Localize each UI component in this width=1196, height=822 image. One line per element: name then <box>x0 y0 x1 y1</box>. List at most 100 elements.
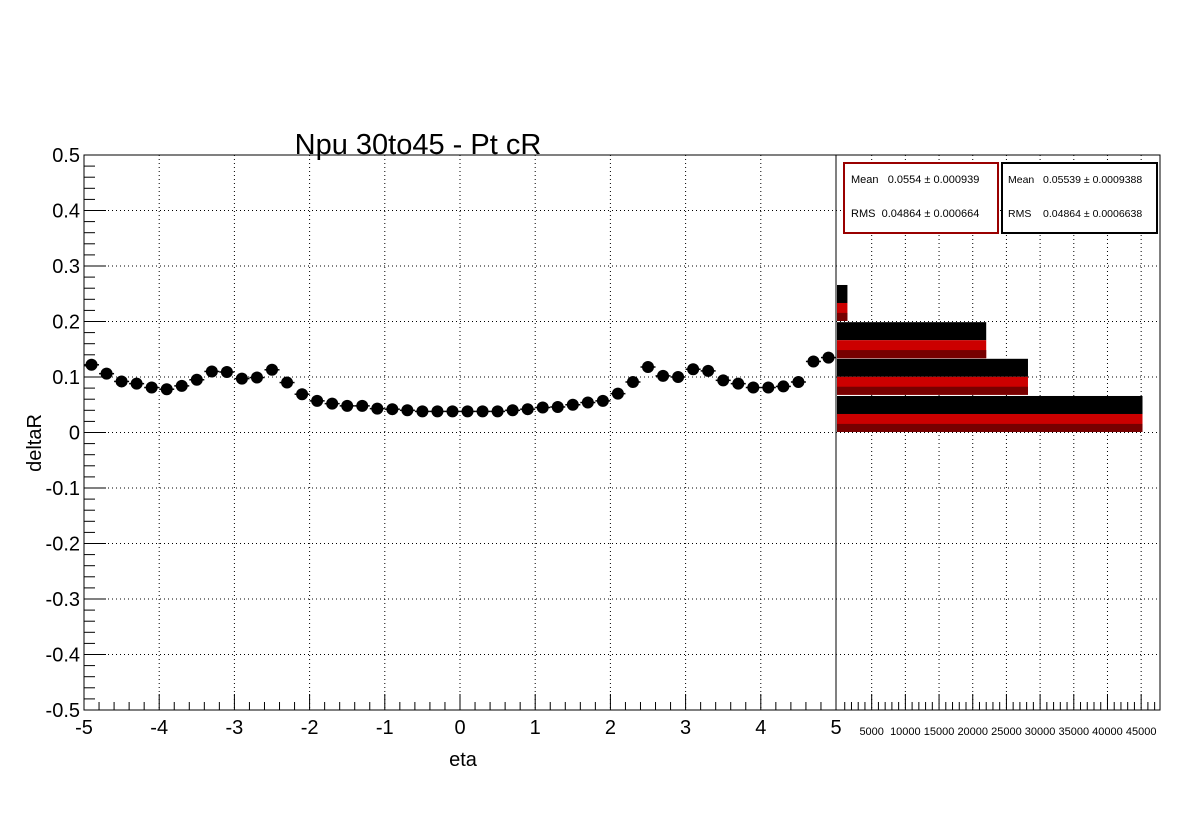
data-point <box>235 372 248 385</box>
data-point <box>431 405 444 418</box>
data-point <box>702 364 715 377</box>
data-point <box>386 403 399 416</box>
y-tick-labels: 0.5 0.4 0.3 0.2 0.1 0 -0.1 -0.2 -0.3 -0.4 -0.5 <box>46 145 80 722</box>
data-point <box>672 371 685 383</box>
x-tick-label: 4 <box>755 717 766 739</box>
histogram-x-tick-label: 35000 <box>1058 726 1089 738</box>
data-point <box>762 381 775 394</box>
data-point <box>416 405 429 418</box>
histogram-bar-black <box>837 395 1143 414</box>
y-tick-label: -0.3 <box>46 589 80 611</box>
histogram-x-tick-label: 20000 <box>957 726 988 738</box>
histogram-bar-black <box>837 284 848 303</box>
data-point <box>145 381 158 394</box>
x-tick-label: 2 <box>605 717 616 739</box>
stats-rms-label: RMS <box>1008 208 1032 220</box>
data-point <box>356 399 369 412</box>
data-point <box>777 380 790 393</box>
x-tick-label: 1 <box>530 717 541 739</box>
data-point <box>807 355 820 368</box>
data-point <box>326 397 339 410</box>
histogram-axis-ticks <box>844 694 1156 710</box>
y-tick-label: 0.1 <box>52 367 80 389</box>
x-tick-label: -3 <box>226 717 244 739</box>
histogram-x-tick-label: 30000 <box>1025 726 1056 738</box>
data-point <box>642 361 654 374</box>
y-tick-label: 0 <box>69 423 80 445</box>
data-point <box>551 400 564 413</box>
histogram-x-tick-label: 25000 <box>991 726 1022 738</box>
data-point <box>822 351 835 364</box>
y-tick-label: -0.1 <box>46 478 80 500</box>
data-point <box>717 374 730 387</box>
histogram-bar-black <box>837 358 1028 377</box>
data-point <box>115 375 128 388</box>
data-point <box>792 375 805 388</box>
x-tick-labels: -5 -4 -3 -2 -1 0 1 2 3 4 5 <box>75 717 841 739</box>
histogram-x-tick-labels: 5000 10000 15000 20000 25000 30000 35000 40000 4… <box>859 726 1156 738</box>
data-point <box>190 373 203 386</box>
data-point <box>611 387 624 400</box>
histogram-bar-shadow <box>837 312 848 321</box>
data-point <box>506 404 519 417</box>
data-point <box>536 401 549 414</box>
stats-mean-value: 0.0554 ± 0.000939 <box>887 174 980 186</box>
stats-box-red: Mean 0.0554 ± 0.000939 RMS 0.04864 ± 0.0… <box>843 162 999 234</box>
histogram-x-tick-label: 5000 <box>859 726 883 738</box>
data-point <box>747 381 760 394</box>
x-tick-label: -2 <box>301 717 319 739</box>
histogram-bar-black <box>837 322 987 341</box>
y-tick-label: 0.5 <box>52 145 80 167</box>
data-point <box>341 399 354 412</box>
y-tick-label: -0.2 <box>46 534 80 556</box>
main-plot-area: -5 -4 -3 -2 -1 0 1 2 3 4 5 0.5 0.4 0.3 0.2 0.1 0 -0.1 -0.… <box>24 129 842 771</box>
x-tick-label: 3 <box>680 717 691 739</box>
y-axis-label: deltaR <box>24 414 46 472</box>
data-point <box>266 363 278 376</box>
data-point <box>100 367 113 380</box>
histogram-bars <box>837 284 1143 432</box>
data-point <box>521 403 534 416</box>
data-point <box>371 402 384 415</box>
projection-histogram: 5000 10000 15000 20000 25000 30000 35000 40000 4… <box>835 154 1161 738</box>
data-point <box>401 404 414 417</box>
main-grid <box>84 155 836 710</box>
x-tick-label: -5 <box>75 717 93 739</box>
stats-mean-value: 0.05539 ± 0.0009388 <box>1043 174 1143 186</box>
histogram-bar-red <box>837 302 848 321</box>
data-point <box>566 398 579 411</box>
stats-box-black: Mean 0.05539 ± 0.0009388 RMS 0.04864 ± 0… <box>1001 162 1158 234</box>
main-axis-ticks <box>83 154 837 711</box>
x-tick-label: -4 <box>150 717 168 739</box>
histogram-x-tick-label: 15000 <box>924 726 955 738</box>
histogram-bar-shadow <box>837 386 1028 395</box>
chart-title: Npu 30to45 - Pt cR <box>295 129 542 161</box>
data-point <box>596 394 609 407</box>
x-tick-label: -1 <box>376 717 394 739</box>
data-point <box>175 379 188 392</box>
y-tick-label: 0.4 <box>52 201 80 223</box>
y-tick-label: 0.2 <box>52 312 80 334</box>
y-tick-label: -0.4 <box>46 645 80 667</box>
data-point <box>581 396 594 409</box>
stats-rms-value: 0.04864 ± 0.000664 <box>881 208 980 220</box>
histogram-x-tick-label: 45000 <box>1126 726 1157 738</box>
histogram-x-tick-label: 10000 <box>890 726 921 738</box>
histogram-bar-shadow <box>837 423 1143 432</box>
histogram-grid <box>836 155 1160 710</box>
histogram-frame <box>835 154 1161 711</box>
y-tick-label: -0.5 <box>46 700 80 722</box>
histogram-x-tick-label: 40000 <box>1092 726 1123 738</box>
data-points <box>84 351 836 418</box>
data-point <box>296 388 309 401</box>
data-point <box>85 358 98 371</box>
data-point <box>220 366 233 379</box>
data-point <box>446 405 459 418</box>
data-point <box>461 405 474 418</box>
data-point <box>130 377 143 390</box>
histogram-bar-shadow <box>837 350 987 359</box>
stats-rms-label: RMS <box>851 208 876 220</box>
data-point <box>476 405 489 418</box>
stats-mean-label: Mean <box>851 174 879 186</box>
data-point <box>732 377 745 390</box>
